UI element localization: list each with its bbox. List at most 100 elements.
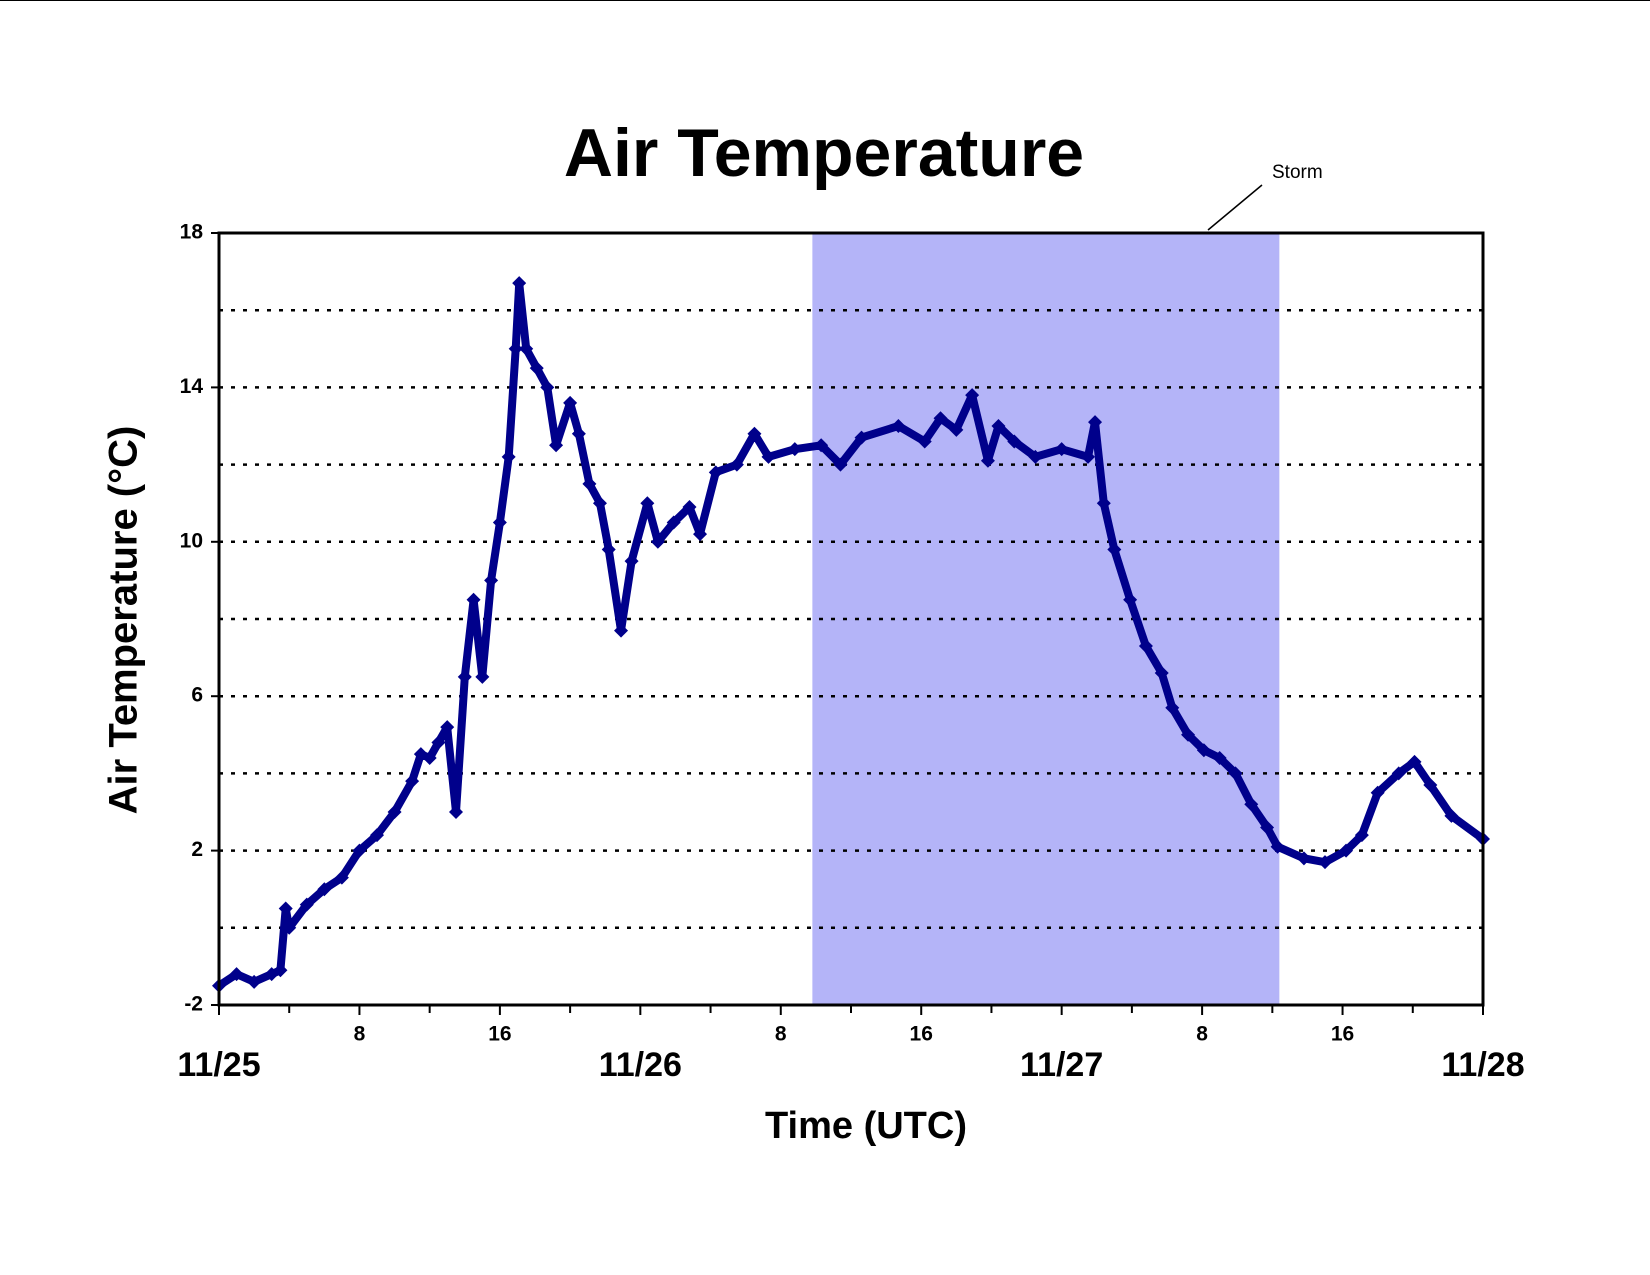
data-point xyxy=(1318,855,1332,870)
x-date-label: 11/25 xyxy=(177,1046,260,1084)
data-point xyxy=(449,805,463,819)
data-point xyxy=(1181,727,1196,742)
storm-band xyxy=(812,233,1280,1005)
data-point xyxy=(891,419,906,433)
data-point xyxy=(965,388,980,403)
data-point xyxy=(1339,843,1354,858)
x-axis-label: Time (UTC) xyxy=(765,1105,967,1147)
data-point xyxy=(540,380,555,395)
x-date-label: 11/28 xyxy=(1441,1046,1524,1084)
data-point xyxy=(1007,434,1022,449)
data-point xyxy=(466,592,481,607)
data-point xyxy=(512,276,527,291)
x-tick-label: 16 xyxy=(488,1023,511,1046)
y-tick-label: 2 xyxy=(191,838,203,861)
y-tick-label: 6 xyxy=(191,684,203,707)
data-point xyxy=(440,720,455,735)
data-point xyxy=(1054,442,1069,457)
data-point xyxy=(529,361,544,376)
data-point xyxy=(405,774,420,789)
plot-frame xyxy=(217,231,1485,1007)
data-point xyxy=(422,750,437,765)
data-point xyxy=(917,434,932,449)
x-tick-label: 8 xyxy=(775,1023,787,1046)
x-tick-label: 8 xyxy=(1196,1023,1208,1046)
data-point xyxy=(571,426,586,441)
data-point xyxy=(1423,777,1438,792)
data-point xyxy=(247,974,262,989)
data-point xyxy=(1370,785,1385,800)
data-point xyxy=(1138,639,1153,654)
data-point xyxy=(1096,496,1111,511)
data-point xyxy=(761,449,776,464)
data-point xyxy=(833,457,848,472)
data-point xyxy=(273,963,288,978)
y-tick-label: 10 xyxy=(180,529,203,552)
data-point xyxy=(549,438,564,453)
data-point xyxy=(457,669,472,684)
data-point xyxy=(1212,750,1227,765)
data-point xyxy=(582,476,597,491)
data-point xyxy=(682,500,697,515)
data-point xyxy=(1107,542,1122,557)
data-point xyxy=(747,426,762,441)
data-point xyxy=(666,515,681,530)
data-point xyxy=(614,623,629,638)
data-point xyxy=(334,870,349,885)
data-point xyxy=(1028,449,1043,464)
data-point xyxy=(492,515,507,530)
data-point xyxy=(1391,766,1406,781)
data-point xyxy=(299,897,314,912)
data-point xyxy=(563,395,578,410)
data-point xyxy=(1296,851,1311,866)
data-point xyxy=(1123,592,1138,607)
y-tick-label: -2 xyxy=(184,993,203,1016)
storm-leader xyxy=(1207,184,1263,231)
data-point xyxy=(519,341,534,356)
data-point xyxy=(1270,839,1285,854)
data-point xyxy=(1088,415,1103,430)
data-point xyxy=(1407,754,1422,769)
data-point xyxy=(1154,666,1169,681)
data-point xyxy=(1444,808,1459,823)
data-point xyxy=(352,843,367,858)
data-point xyxy=(229,967,244,982)
data-point xyxy=(949,422,964,437)
data-point xyxy=(1165,700,1180,715)
y-tick-label: 14 xyxy=(180,375,204,398)
storm-label: Storm xyxy=(1272,162,1323,183)
data-point xyxy=(1260,820,1275,835)
data-point xyxy=(431,735,446,750)
data-point xyxy=(854,430,869,445)
x-tick-label: 16 xyxy=(910,1023,933,1046)
data-point xyxy=(278,901,293,916)
data-point xyxy=(1081,449,1095,464)
data-point xyxy=(933,411,948,426)
data-point xyxy=(508,341,523,356)
data-point xyxy=(282,920,297,935)
y-tick-label: 18 xyxy=(180,221,204,244)
data-point xyxy=(475,669,490,684)
data-point xyxy=(693,527,708,542)
data-point xyxy=(991,419,1006,433)
data-point xyxy=(708,465,723,480)
data-point xyxy=(1228,766,1243,781)
data-point xyxy=(640,496,655,511)
data-point xyxy=(592,496,607,511)
x-date-label: 11/26 xyxy=(599,1046,682,1084)
x-date-label: 11/27 xyxy=(1020,1046,1103,1084)
data-point xyxy=(484,573,499,588)
data-point xyxy=(1354,828,1369,843)
data-point xyxy=(387,805,402,819)
data-point xyxy=(1244,797,1259,812)
x-tick-label: 16 xyxy=(1331,1023,1354,1046)
data-point xyxy=(601,542,616,557)
x-tick-label: 8 xyxy=(354,1023,366,1046)
chart-title: Air Temperature xyxy=(564,115,1084,191)
data-point xyxy=(729,457,744,472)
data-point xyxy=(370,828,384,843)
data-point xyxy=(501,449,516,464)
data-point xyxy=(1196,743,1211,758)
